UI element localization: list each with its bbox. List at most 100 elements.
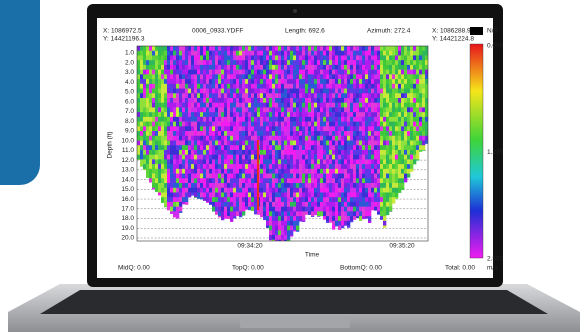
- velocity-cell: [305, 145, 309, 151]
- velocity-cell: [350, 168, 354, 174]
- velocity-cell: [407, 154, 411, 160]
- velocity-cell: [239, 168, 243, 174]
- velocity-cell: [425, 97, 428, 103]
- velocity-cell: [281, 46, 285, 52]
- velocity-cell: [266, 159, 270, 165]
- velocity-cell: [245, 83, 249, 89]
- velocity-cell: [395, 168, 399, 174]
- velocity-cell: [332, 79, 336, 85]
- velocity-cell: [254, 145, 258, 151]
- velocity-cell: [221, 97, 225, 103]
- velocity-cell: [317, 216, 321, 217]
- velocity-cell: [380, 74, 384, 80]
- velocity-cell: [245, 55, 249, 61]
- velocity-cell: [392, 140, 396, 146]
- velocity-cell: [302, 187, 306, 193]
- velocity-cell: [254, 173, 258, 179]
- velocity-cell: [404, 83, 408, 89]
- velocity-cell: [425, 102, 428, 108]
- velocity-cell: [335, 145, 339, 151]
- velocity-cell: [392, 173, 396, 179]
- velocity-cell: [392, 97, 396, 103]
- velocity-cell: [317, 154, 321, 160]
- velocity-cell: [296, 159, 300, 165]
- velocity-cell: [206, 69, 210, 75]
- velocity-cell: [251, 107, 255, 113]
- velocity-cell: [278, 225, 282, 231]
- velocity-cell: [215, 145, 219, 151]
- velocity-cell: [179, 145, 183, 151]
- velocity-cell: [263, 187, 267, 193]
- velocity-cell: [155, 173, 159, 179]
- velocity-cell: [317, 97, 321, 103]
- velocity-cell: [209, 107, 213, 113]
- velocity-cell: [314, 83, 318, 89]
- velocity-cell: [140, 154, 144, 160]
- velocity-cell: [254, 168, 258, 174]
- velocity-cell: [422, 83, 426, 89]
- velocity-cell: [368, 69, 372, 75]
- velocity-cell: [209, 145, 213, 151]
- velocity-cell: [377, 107, 381, 113]
- velocity-cell: [407, 131, 411, 137]
- velocity-cell: [332, 206, 336, 212]
- velocity-cell: [164, 131, 168, 137]
- velocity-cell: [272, 230, 276, 236]
- velocity-cell: [317, 168, 321, 174]
- velocity-cell: [269, 64, 273, 70]
- velocity-cell: [197, 131, 201, 137]
- velocity-cell: [284, 239, 288, 241]
- velocity-cell: [368, 173, 372, 179]
- velocity-cell: [410, 69, 414, 75]
- velocity-cell: [170, 145, 174, 151]
- velocity-cell: [236, 183, 240, 189]
- velocity-cell: [383, 74, 387, 80]
- velocity-cell: [287, 121, 291, 127]
- velocity-cell: [278, 93, 282, 99]
- plot: [137, 46, 428, 241]
- velocity-cell: [272, 46, 276, 52]
- velocity-cell: [287, 102, 291, 108]
- velocity-cell: [308, 131, 312, 137]
- footer-bottomq: BottomQ: 0.00: [340, 265, 382, 272]
- velocity-cell: [299, 88, 303, 94]
- velocity-cell: [281, 135, 285, 141]
- velocity-cell: [380, 64, 384, 70]
- velocity-cell: [218, 93, 222, 99]
- velocity-cell: [167, 187, 171, 193]
- velocity-cell: [257, 121, 261, 127]
- velocity-cell: [329, 64, 333, 70]
- velocity-cell: [146, 140, 150, 146]
- velocity-cell: [401, 60, 405, 66]
- velocity-cell: [233, 211, 237, 217]
- velocity-cell: [197, 135, 201, 141]
- velocity-cell: [281, 79, 285, 85]
- velocity-cell: [341, 97, 345, 103]
- velocity-cell: [176, 154, 180, 160]
- velocity-cell: [332, 60, 336, 66]
- velocity-cell: [335, 50, 339, 56]
- colorbar-label: 0.000: [487, 43, 504, 50]
- velocity-cell: [341, 112, 345, 118]
- velocity-cell: [404, 168, 408, 174]
- velocity-cell: [137, 97, 141, 103]
- velocity-cell: [242, 178, 246, 184]
- velocity-cell: [302, 79, 306, 85]
- velocity-cell: [179, 88, 183, 94]
- x-tick-label: 09:35:20: [389, 243, 415, 250]
- velocity-cell: [206, 201, 210, 203]
- velocity-cell: [380, 79, 384, 85]
- velocity-cell: [386, 50, 390, 56]
- velocity-cell: [209, 178, 213, 184]
- velocity-cell: [248, 116, 252, 122]
- velocity-cell: [242, 88, 246, 94]
- velocity-cell: [206, 74, 210, 80]
- velocity-cell: [245, 201, 249, 207]
- velocity-cell: [335, 69, 339, 75]
- velocity-cell: [275, 145, 279, 151]
- velocity-cell: [230, 55, 234, 61]
- velocity-cell: [302, 126, 306, 132]
- velocity-cell: [290, 154, 294, 160]
- velocity-cell: [176, 126, 180, 132]
- velocity-cell: [185, 145, 189, 151]
